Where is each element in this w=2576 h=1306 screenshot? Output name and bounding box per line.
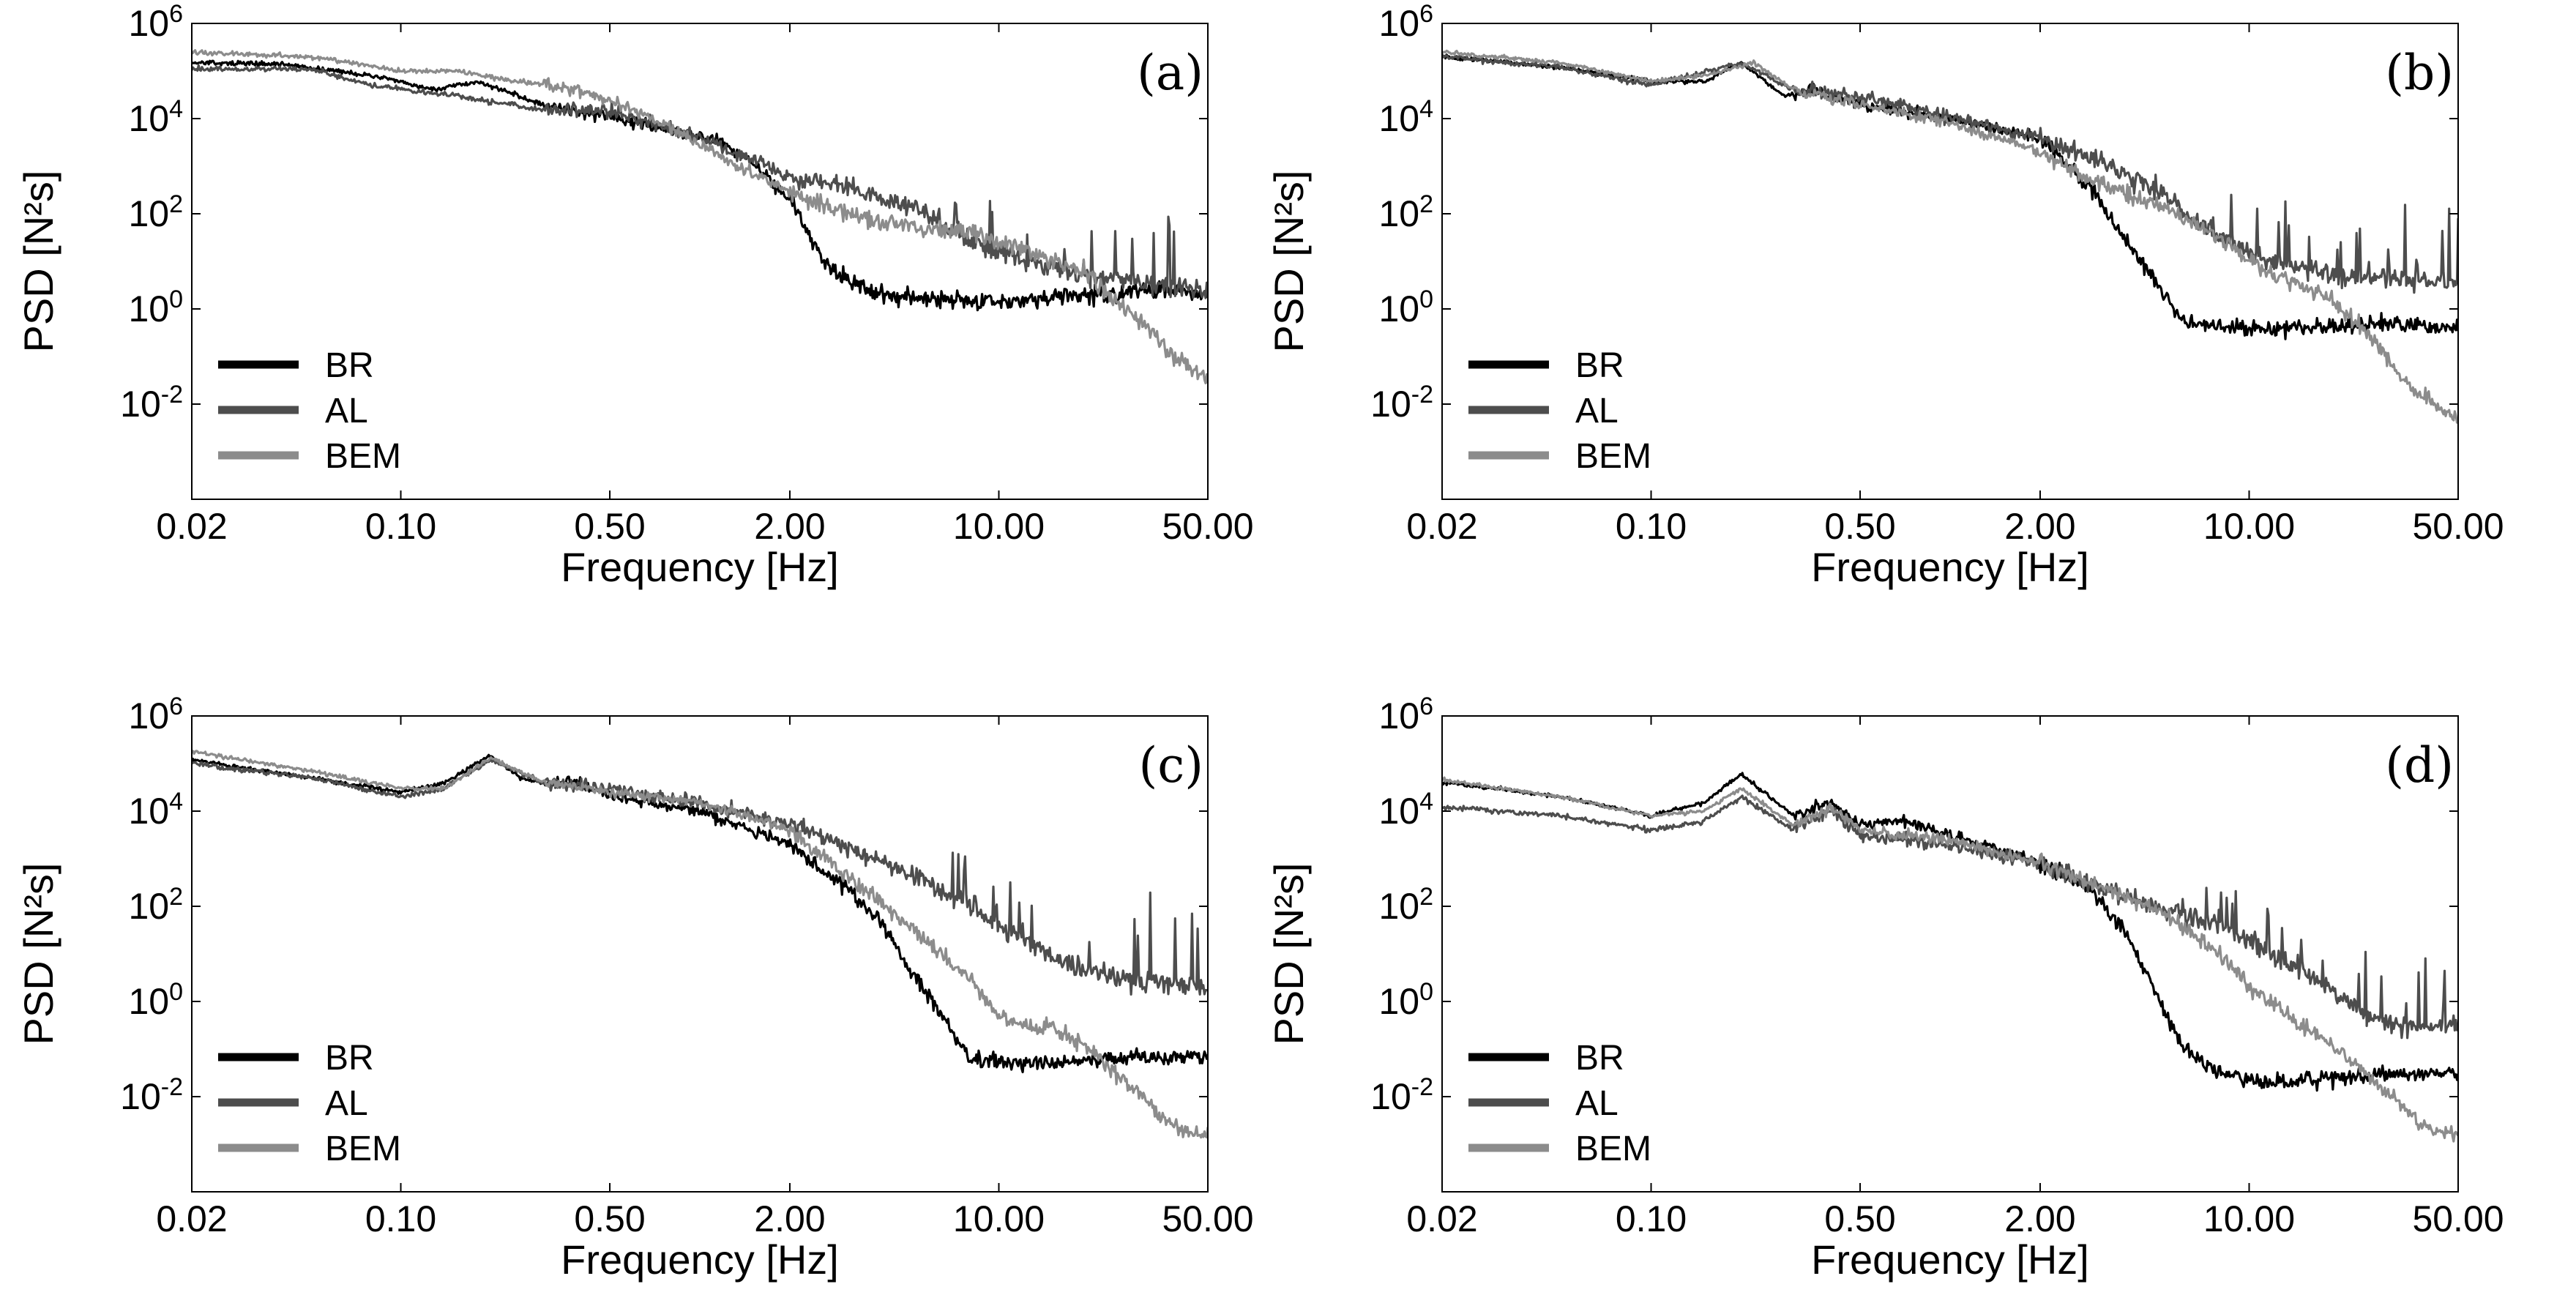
series-line-br [1442,53,2458,340]
x-axis-label: Frequency [Hz] [561,544,839,590]
y-axis-label: PSD [N²s] [15,863,61,1045]
panel-label: (b) [2385,45,2454,101]
y-tick-label: 104 [1378,788,1433,832]
x-tick-label: 2.00 [754,1198,825,1239]
legend: BR AL BEM [218,1039,401,1168]
legend-label-bem: BEM [325,1130,401,1168]
x-tick-label: 0.10 [365,506,436,547]
y-tick-label: 106 [128,693,183,736]
x-tick-label: 10.00 [2203,506,2295,547]
legend-label-br: BR [325,346,374,385]
y-tick-label: 106 [1378,693,1433,736]
x-tick-label: 0.50 [1824,1198,1895,1239]
y-tick-label: 100 [1378,286,1433,329]
x-tick-label: 2.00 [2004,1198,2075,1239]
y-tick-label: 100 [128,286,183,329]
y-axis-label: PSD [N²s] [1266,171,1312,353]
x-tick-label: 0.50 [574,1198,645,1239]
legend-label-bem: BEM [325,437,401,476]
y-tick-label: 104 [128,95,183,139]
x-tick-label: 2.00 [2004,506,2075,547]
x-tick-label: 0.10 [365,1198,436,1239]
x-axis-label: Frequency [Hz] [561,1236,839,1283]
y-tick-label: 10-2 [120,1073,183,1117]
plot-frame [191,715,1209,1193]
legend-label-bem: BEM [1575,437,1651,476]
x-axis-label: Frequency [Hz] [1811,544,2089,590]
series-line-al [192,756,1208,996]
y-axis-label: PSD [N²s] [15,171,61,353]
x-tick-label: 0.02 [1406,1198,1477,1239]
x-tick-label: 50.00 [2412,1198,2504,1239]
y-tick-label: 106 [128,0,183,44]
x-tick-label: 50.00 [1162,506,1253,547]
y-tick-label: 100 [1378,978,1433,1022]
x-tick-label: 10.00 [953,1198,1045,1239]
x-tick-label: 10.00 [2203,1198,2295,1239]
y-tick-label: 102 [128,883,183,927]
legend-label-bem: BEM [1575,1130,1651,1168]
series-line-al [192,64,1208,299]
x-tick-label: 0.02 [156,1198,227,1239]
y-axis-label: PSD [N²s] [1266,863,1312,1045]
legend-label-br: BR [325,1039,374,1078]
series-line-br [192,59,1208,312]
series-group [192,750,1208,1139]
panel-label: (a) [1137,45,1203,101]
series-group [192,49,1208,384]
x-tick-label: 0.10 [1616,1198,1687,1239]
panel-c: 0.02 0.10 0.50 2.00 10.00 50.00 10-2 100 102 104 1… [15,693,1254,1283]
legend-label-al: AL [1575,392,1619,430]
x-tick-label: 0.02 [1406,506,1477,547]
legend: BR AL BEM [218,346,401,476]
y-tick-label: 104 [128,788,183,832]
y-tick-label: 10-2 [1370,381,1433,425]
legend-label-br: BR [1575,346,1624,385]
x-tick-label: 0.50 [1824,506,1895,547]
series-line-al [1442,53,2458,294]
x-tick-label: 10.00 [953,506,1045,547]
y-tick-label: 102 [1378,190,1433,234]
legend-label-al: AL [1575,1084,1619,1123]
series-line-bem [1442,776,2458,1143]
plot-frame [191,23,1209,500]
plot-frame [1441,23,2459,500]
series-group [1442,772,2458,1143]
x-tick-label: 2.00 [754,506,825,547]
x-tick-label: 0.10 [1616,506,1687,547]
panel-label: (d) [2385,737,2454,794]
y-tick-label: 10-2 [120,381,183,425]
x-tick-label: 50.00 [1162,1198,1253,1239]
panel-label: (c) [1139,737,1203,794]
legend-label-br: BR [1575,1039,1624,1078]
panel-b: 0.02 0.10 0.50 2.00 10.00 50.00 10-2 100 102 104 1… [1266,0,2504,590]
legend-label-al: AL [325,1084,368,1123]
series-line-br [192,753,1208,1074]
series-line-al [1442,794,2458,1040]
series-group [1442,49,2458,424]
series-line-br [1442,772,2458,1092]
x-tick-label: 50.00 [2412,506,2504,547]
legend: BR AL BEM [1468,346,1651,476]
y-tick-label: 104 [1378,95,1433,139]
panel-a: 0.02 0.10 0.50 2.00 10.00 50.00 10-2 100 102 104 1… [15,0,1254,590]
x-tick-label: 0.02 [156,506,227,547]
y-tick-label: 106 [1378,0,1433,44]
legend: BR AL BEM [1468,1039,1651,1168]
y-tick-label: 10-2 [1370,1073,1433,1117]
legend-label-al: AL [325,392,368,430]
panel-d: 0.02 0.10 0.50 2.00 10.00 50.00 10-2 100 102 104 1… [1266,693,2504,1283]
series-line-bem [1442,49,2458,424]
x-tick-label: 0.50 [574,506,645,547]
series-line-bem [192,750,1208,1139]
series-line-bem [192,49,1208,384]
plot-frame [1441,715,2459,1193]
x-axis-label: Frequency [Hz] [1811,1236,2089,1283]
y-tick-label: 100 [128,978,183,1022]
y-tick-label: 102 [1378,883,1433,927]
y-tick-label: 102 [128,190,183,234]
